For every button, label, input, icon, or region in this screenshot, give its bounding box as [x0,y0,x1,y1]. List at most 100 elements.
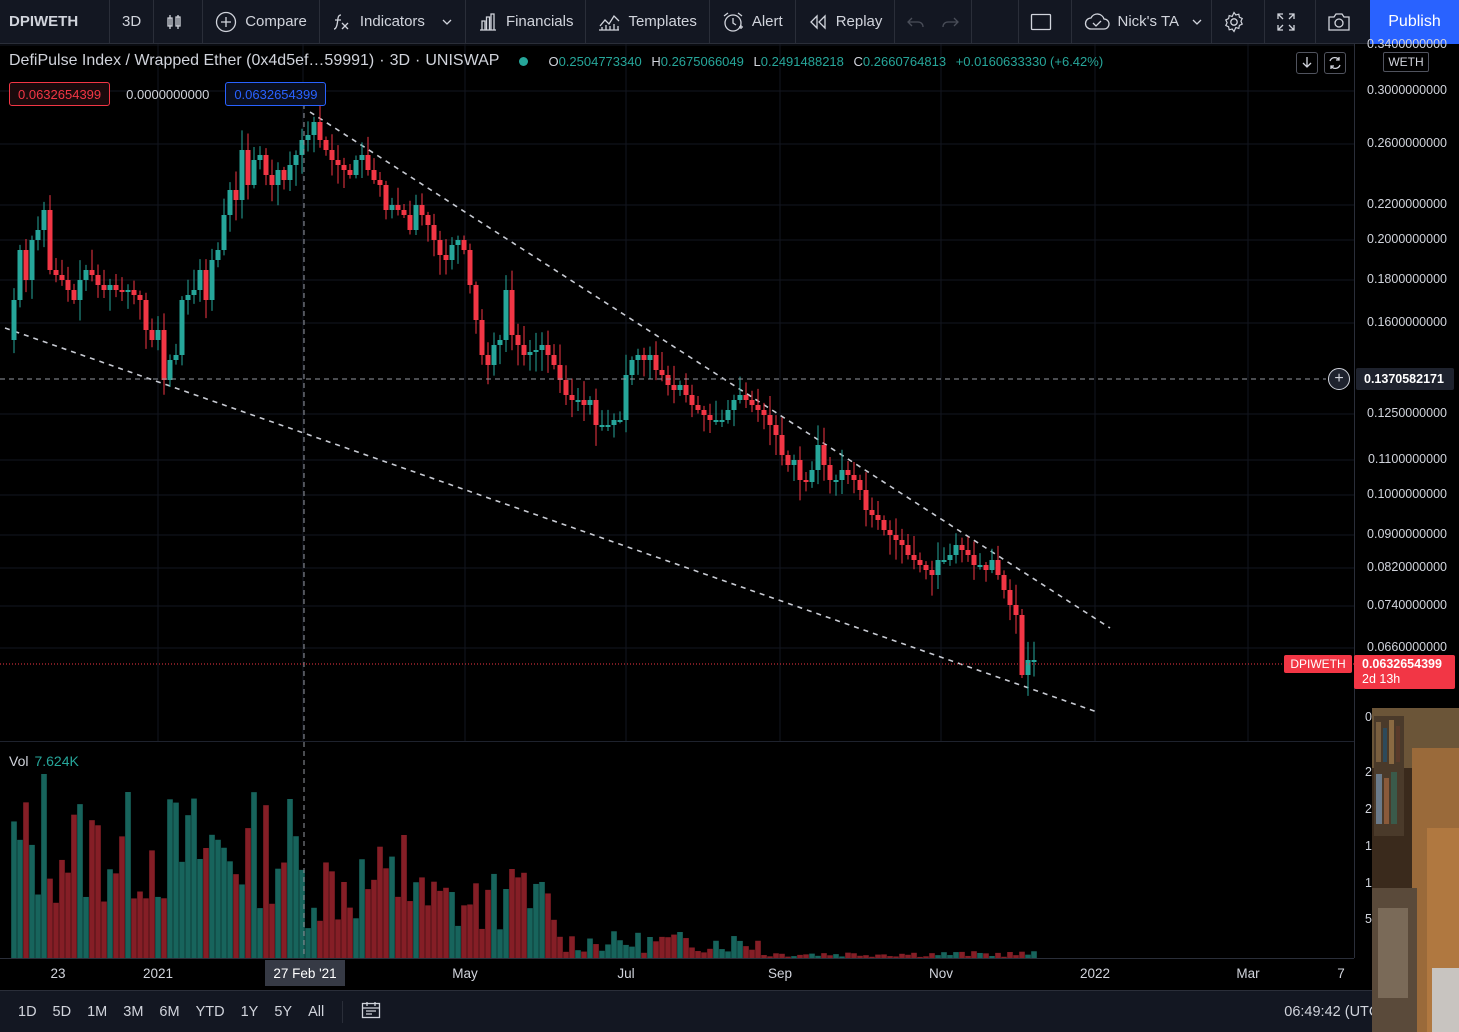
currency-badge[interactable]: WETH [1383,52,1429,72]
add-plus-icon[interactable]: + [1328,368,1350,390]
volume-bar [767,956,773,959]
volume-bar [923,956,929,959]
chart-tools [1296,52,1346,74]
templates-button[interactable]: Templates [586,0,710,44]
volume-chart[interactable] [0,742,1354,959]
volume-bar [437,890,443,959]
current-price-value: 0.0632654399 [1362,657,1442,671]
candle-body [905,545,911,555]
volume-bar [443,887,449,959]
candle-body [665,375,671,385]
go-to-date-button[interactable] [353,1001,389,1023]
volume-bar [113,873,119,959]
volume-bar [623,944,629,959]
candle-body [95,275,101,285]
volume-bar [89,820,95,959]
templates-label: Templates [628,13,697,30]
layout-name-label: Nick's TA [1117,13,1179,30]
undo-button[interactable] [895,0,973,44]
candle-body [167,360,173,380]
volume-legend: Vol 7.624K [9,753,79,769]
volume-bar [503,889,509,959]
alert-button[interactable]: Alert [710,0,796,44]
candle-body [215,250,221,260]
volume-bar [47,878,53,959]
volume-bar [131,898,137,959]
symbol-title[interactable]: DefiPulse Index / Wrapped Ether (0x4d5ef… [9,52,375,69]
redo-icon[interactable] [940,14,960,30]
market-status-dot[interactable] [519,56,529,66]
upper-trendline[interactable] [309,111,1111,629]
volume-bar [815,955,821,959]
ohlc-open: 0.2504773340 [558,53,642,69]
candle-body [845,470,851,475]
range-all[interactable]: All [308,1003,325,1020]
candle-body [803,480,809,482]
refresh-button[interactable] [1324,52,1346,74]
time-axis-label: Sep [767,966,793,981]
fullscreen-button[interactable] [1265,0,1316,44]
price-scale[interactable]: 0.3400000000 0.3000000000 0.2600000000 0.22… [1354,37,1459,958]
time-axis[interactable] [0,958,1354,990]
candle-body [347,170,353,175]
settings-button[interactable] [1212,0,1265,44]
candle-body [707,415,713,420]
lower-trendline[interactable] [4,327,1098,713]
compare-button[interactable]: Compare [203,0,320,44]
range-6m[interactable]: 6M [159,1003,180,1020]
volume-bar [461,905,467,959]
webcam-overlay [1372,708,1459,1032]
candle-body [311,122,317,135]
layout-name-button[interactable]: Nick's TA [1072,0,1212,44]
candle-body [119,290,125,292]
toolbar-spacer [972,0,1019,44]
indicators-button[interactable]: Indicators [320,0,466,44]
price-scale-label: 0.1250000000 [1367,406,1447,420]
volume-bar [155,896,161,959]
volume-bar [17,839,23,959]
volume-bar [509,869,515,959]
value-box-blue[interactable]: 0.0632654399 [225,82,327,106]
replay-button[interactable]: Replay [796,0,896,44]
candle-body [713,420,719,422]
volume-bar [797,954,803,959]
range-5d[interactable]: 5D [52,1003,72,1020]
volume-bar [671,934,677,959]
candle-body [131,290,137,295]
volume-bar [173,802,179,959]
volume-bar [911,952,917,959]
publish-button[interactable]: Publish [1370,0,1459,44]
volume-pane[interactable] [0,741,1354,959]
interval-button[interactable]: 3D [110,0,155,44]
candle-body [47,210,53,270]
candle-body [455,240,461,245]
range-1d[interactable]: 1D [18,1003,37,1020]
financials-button[interactable]: Financials [466,0,587,44]
main-chart-pane[interactable] [0,44,1354,741]
range-1y[interactable]: 1Y [240,1003,259,1020]
chart-type-button[interactable] [154,0,204,44]
download-button[interactable] [1296,52,1318,74]
volume-bar [701,952,707,959]
candle-body [353,160,359,175]
candle-body [1013,605,1019,615]
candle-body [773,425,779,435]
candle-body [749,400,755,405]
volume-bar [1013,955,1019,959]
candle-body [209,260,215,300]
range-1m[interactable]: 1M [87,1003,108,1020]
clock-time[interactable]: 06:49:42 (UTC-5) [1284,1003,1398,1020]
candle-body [383,185,389,210]
candle-body [791,460,797,465]
symbol-search[interactable]: DPIWETH [0,0,110,44]
range-3m[interactable]: 3M [123,1003,144,1020]
volume-bar [851,953,857,959]
range-ytd[interactable]: YTD [195,1003,225,1020]
screenshot-button[interactable] [1316,0,1370,44]
price-chart[interactable] [0,44,1354,741]
value-box-red[interactable]: 0.0632654399 [9,82,111,106]
range-5y[interactable]: 5Y [274,1003,293,1020]
volume-bar [59,859,65,959]
layout-button[interactable] [1019,0,1072,44]
camera-icon [1328,12,1350,31]
